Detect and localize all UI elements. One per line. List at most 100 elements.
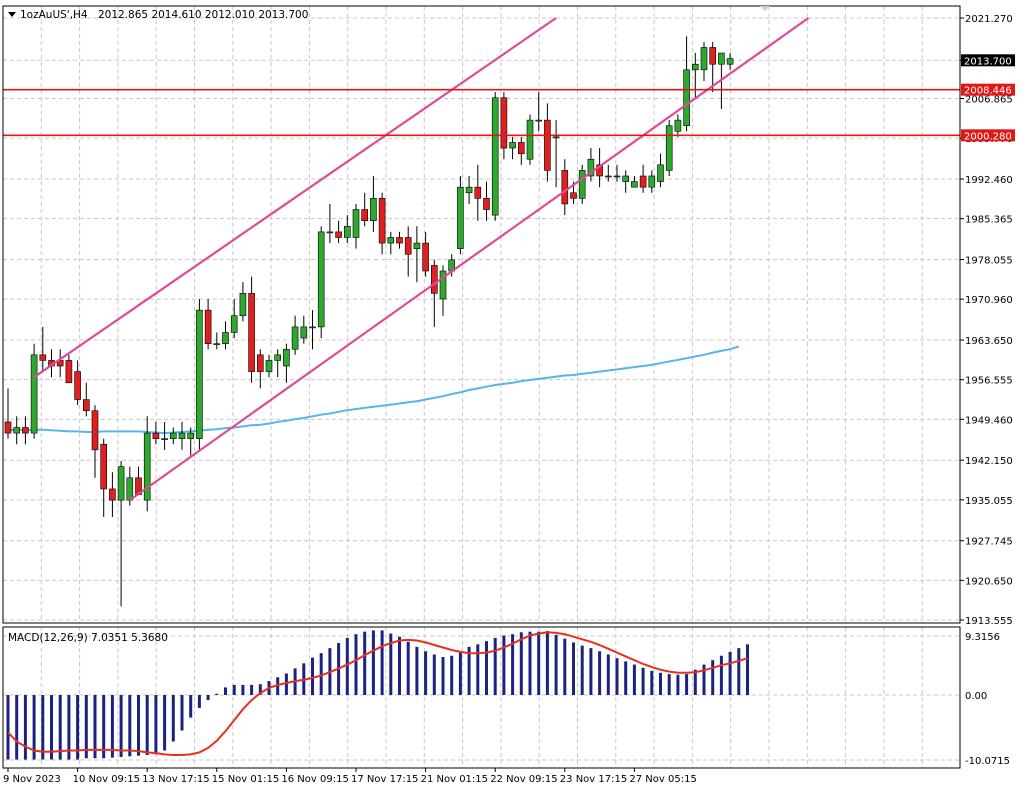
candle-body-bull bbox=[439, 270, 447, 300]
macd-histogram-bar bbox=[711, 660, 715, 695]
candle-body-bear bbox=[500, 97, 508, 149]
triangle-down-icon[interactable] bbox=[8, 12, 16, 17]
macd-histogram-bar bbox=[6, 695, 10, 760]
candle bbox=[230, 298, 238, 339]
candle bbox=[361, 192, 369, 227]
macd-histogram-bar bbox=[406, 641, 410, 695]
level-price-badge bbox=[961, 129, 1015, 142]
candle-body-bear bbox=[404, 237, 412, 255]
macd-histogram-bar bbox=[110, 695, 114, 758]
candle-body-bear bbox=[517, 142, 525, 154]
macd-histogram-bar bbox=[371, 630, 375, 695]
macd-histogram-bar bbox=[598, 651, 602, 695]
candle-body-bull bbox=[683, 69, 690, 126]
candle-body-bull bbox=[283, 348, 290, 367]
macd-histogram-bar bbox=[545, 631, 549, 695]
candle bbox=[370, 175, 377, 232]
trend-channel-line[interactable] bbox=[129, 17, 810, 502]
candle bbox=[517, 136, 525, 165]
candle-body-bear bbox=[91, 410, 99, 451]
macd-axis[interactable]: 9.3156 0.00 -10.0715 bbox=[965, 632, 1010, 767]
candle-body-bear bbox=[22, 427, 29, 434]
macd-histogram-bar bbox=[685, 674, 689, 695]
candle-body-bull bbox=[535, 119, 543, 122]
macd-histogram-bar bbox=[624, 661, 628, 695]
macd-histogram-bar bbox=[493, 637, 497, 695]
macd-histogram-bar bbox=[345, 637, 349, 695]
macd-histogram-bar bbox=[137, 695, 140, 756]
channel-lines-layer[interactable] bbox=[33, 17, 810, 502]
candle-body-bull bbox=[274, 354, 282, 361]
macd-histogram-bar bbox=[93, 695, 97, 759]
candle-body-bull bbox=[117, 466, 125, 501]
macd-histogram-bar bbox=[32, 695, 36, 760]
candle-body-bear bbox=[256, 354, 264, 372]
time-axis[interactable]: 9 Nov 2023 10 Nov 09:15 13 Nov 17:15 15 Nov… bbox=[3, 768, 697, 785]
candle bbox=[535, 92, 543, 132]
candle-body-bull bbox=[578, 170, 586, 199]
candle bbox=[657, 153, 664, 188]
time-tick-label: 16 Nov 09:15 bbox=[281, 774, 348, 785]
macd-histogram-bar bbox=[145, 695, 149, 756]
macd-histogram-bar bbox=[424, 651, 428, 695]
macd-histogram-bar bbox=[128, 695, 132, 757]
macd-histogram-bar bbox=[615, 658, 619, 695]
candle-body-bull bbox=[665, 125, 673, 171]
candle bbox=[326, 203, 334, 244]
candle bbox=[500, 92, 508, 160]
macd-histogram-bar bbox=[67, 695, 71, 760]
horizontal-lines-layer[interactable] bbox=[3, 88, 960, 137]
candle bbox=[613, 164, 621, 182]
candle bbox=[283, 343, 290, 383]
macd-histogram-bar bbox=[15, 695, 19, 760]
ohlc-label: 2012.865 2014.610 2012.010 2013.700 bbox=[98, 9, 308, 21]
candle-body-bull bbox=[491, 97, 499, 216]
macd-histogram-bar bbox=[572, 642, 575, 695]
candle-body-bear bbox=[396, 237, 403, 244]
macd-tick-label: 0.00 bbox=[965, 691, 987, 702]
candle-body-bull bbox=[631, 181, 638, 188]
candle-body-bear bbox=[248, 293, 255, 372]
candle-body-bull bbox=[604, 175, 612, 178]
macd-histogram-bar bbox=[276, 677, 280, 695]
candle bbox=[74, 360, 81, 406]
candle-body-bull bbox=[178, 432, 186, 439]
candle bbox=[683, 36, 690, 132]
candle bbox=[300, 315, 308, 344]
candle-body-bull bbox=[143, 432, 151, 501]
candle-body-bull bbox=[457, 186, 464, 249]
time-tick-label: 21 Nov 01:15 bbox=[421, 774, 488, 785]
macd-histogram-bar bbox=[746, 644, 749, 695]
level-price-badge bbox=[961, 83, 1015, 96]
moving-average-line bbox=[7, 345, 740, 435]
candle bbox=[674, 114, 682, 137]
candle-body-bull bbox=[126, 477, 134, 501]
candle bbox=[274, 349, 282, 378]
price-tick-label: 1963.650 bbox=[965, 336, 1013, 347]
candle-body-bull bbox=[413, 242, 421, 249]
macd-histogram-bar bbox=[632, 664, 636, 695]
candle bbox=[343, 215, 351, 244]
candle bbox=[639, 164, 647, 193]
macd-histogram-bar bbox=[102, 695, 106, 759]
candle-body-bear bbox=[709, 47, 717, 65]
price-tick-label: 1927.745 bbox=[965, 537, 1013, 548]
candle-body-bear bbox=[561, 170, 569, 205]
trend-channel-line[interactable] bbox=[33, 17, 557, 379]
macd-signal-line bbox=[7, 631, 748, 756]
candle-body-bear bbox=[430, 265, 438, 294]
candle-body-bear bbox=[109, 488, 116, 501]
price-tick-label: 1978.055 bbox=[965, 256, 1013, 267]
price-axis[interactable]: 2021.2702013.7002006.8651999.7701992.460… bbox=[960, 14, 1015, 627]
candle bbox=[256, 349, 264, 389]
candle-body-bear bbox=[378, 198, 386, 244]
symbol-label: 1ozAuUS',H4 bbox=[20, 9, 88, 21]
candle bbox=[152, 421, 160, 445]
macd-histogram-bar bbox=[398, 636, 401, 695]
candle bbox=[317, 226, 325, 339]
macd-histogram-bar bbox=[354, 634, 358, 695]
chart-shift-marker-icon[interactable] bbox=[760, 6, 770, 11]
price-tick-label: 1970.960 bbox=[965, 295, 1013, 306]
